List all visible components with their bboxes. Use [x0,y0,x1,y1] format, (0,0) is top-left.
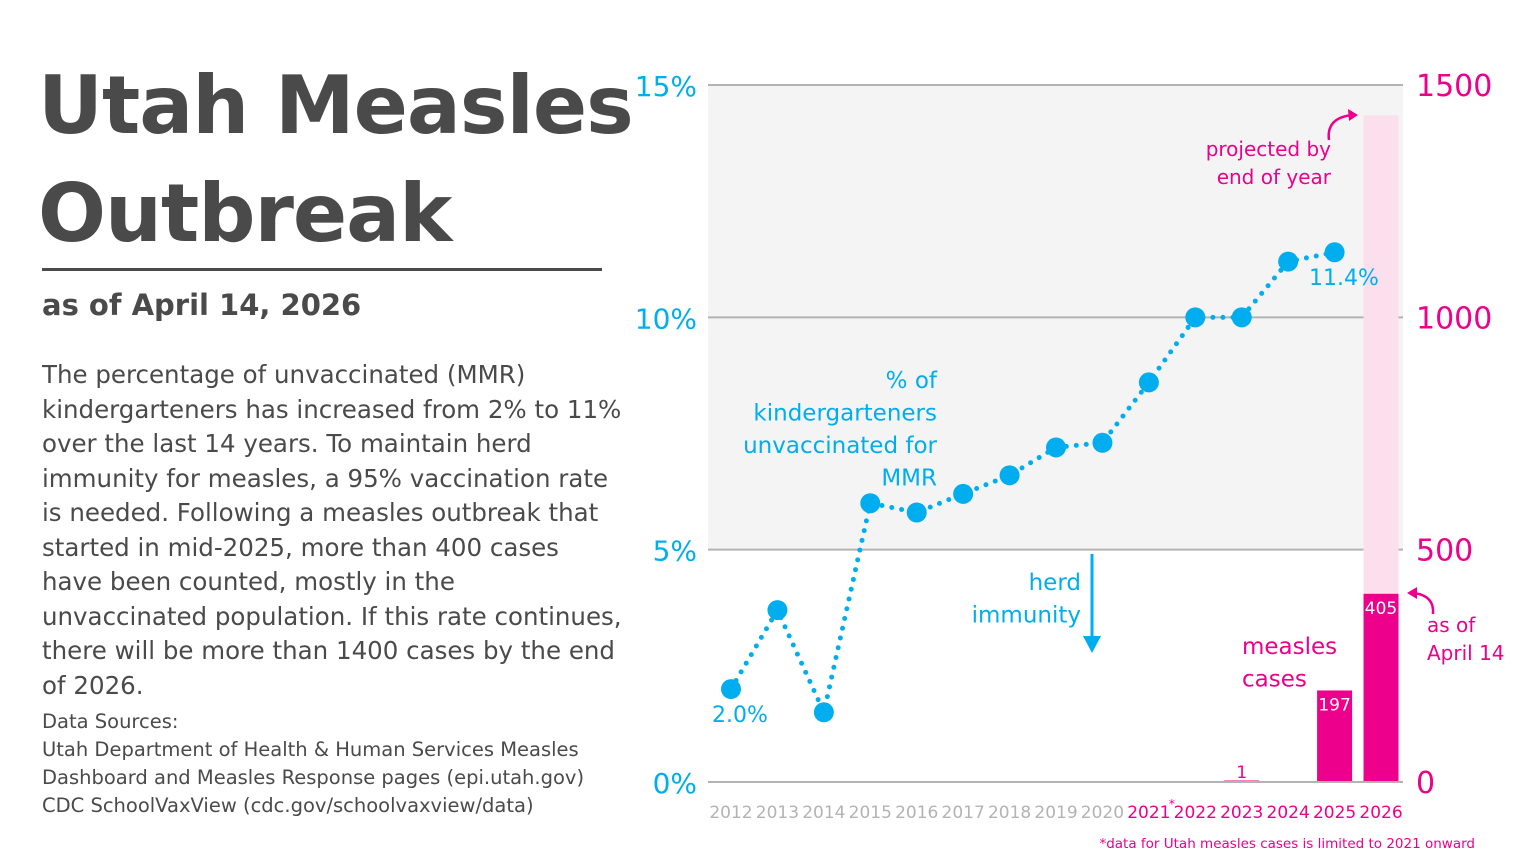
herd-immunity-label: herd [1029,570,1081,596]
x-axis-tick: 2022 [1174,803,1217,823]
vax-point [813,702,834,723]
x-axis-tick: 2012 [709,803,752,823]
title-line-1: Utah Measles [38,59,634,152]
vax-point [1278,251,1299,272]
footnote-marker: * [1169,797,1175,811]
x-axis-tick: 2018 [988,803,1031,823]
data-sources: Data Sources: Utah Department of Health … [42,708,584,820]
left-axis-tick: 15% [635,70,697,103]
x-axis-tick: 2014 [802,803,845,823]
right-axis-tick: 0 [1416,766,1435,801]
left-axis-tick: 0% [653,767,697,800]
data-label-last: 11.4% [1309,266,1379,291]
vax-point [1324,242,1345,263]
vax-series-label: % of [886,368,938,394]
right-axis-tick: 1500 [1416,69,1492,104]
vax-point [1231,307,1252,328]
right-axis-tick: 1000 [1416,301,1492,336]
bar-label: 197 [1318,695,1350,715]
data-label-first: 2.0% [712,703,768,728]
page-title: Utah Measles Outbreak [38,52,634,268]
as-of-arrow-head-icon [1407,587,1417,599]
vax-point [1092,432,1113,453]
projected-label: projected by [1206,137,1331,161]
as-of-label: April 14 [1427,641,1505,665]
vax-point [1138,372,1159,393]
source-line: Dashboard and Measles Response pages (ep… [42,766,585,789]
x-axis-tick: 2024 [1267,803,1310,823]
left-axis-tick: 10% [635,302,697,335]
x-axis-tick: 2019 [1034,803,1077,823]
vax-point [953,483,974,504]
cases-bar [1317,690,1353,782]
vax-point [721,679,741,700]
vax-series-label: kindergarteners [753,401,937,427]
title-divider [42,268,602,271]
vax-point [860,493,881,514]
sources-heading: Data Sources: [42,710,179,733]
description: The percentage of unvaccinated (MMR) kin… [42,360,622,700]
x-axis-tick: 2025 [1313,803,1356,823]
cases-label: cases [1242,667,1307,693]
vax-point [906,502,927,523]
x-axis-tick: 2016 [895,803,938,823]
vax-series-label: MMR [881,466,937,492]
vax-point [767,600,788,621]
x-axis-tick: 2013 [756,803,799,823]
as-of-arrow [1413,591,1435,615]
x-axis-tick: 2015 [849,803,892,823]
as-of-label: as of [1427,613,1476,637]
herd-arrow-head-icon [1083,636,1101,653]
left-axis-tick: 5% [653,535,697,568]
footnote: *data for Utah measles cases is limited … [1099,836,1475,852]
x-axis-tick: 2021 [1127,803,1170,823]
x-axis-tick: 2017 [942,803,985,823]
projected-arrow [1327,113,1353,141]
cases-bar [1363,593,1399,782]
vax-series-label: unvaccinated for [743,433,937,459]
right-axis-tick: 500 [1416,534,1473,569]
projected-label: end of year [1217,165,1332,189]
x-axis-tick: 2023 [1220,803,1263,823]
source-line: CDC SchoolVaxView (cdc.gov/schoolvaxview… [42,794,534,817]
x-axis-tick: 2026 [1359,803,1402,823]
date-subtitle: as of April 14, 2026 [42,288,362,322]
vax-point [1185,307,1206,328]
vax-point [1046,437,1067,458]
cases-label: measles [1242,634,1337,660]
vax-point [999,465,1020,486]
bar-label: 405 [1365,599,1397,619]
herd-immunity-label: immunity [972,603,1081,629]
x-axis-tick: 2020 [1081,803,1124,823]
title-line-2: Outbreak [38,167,452,260]
source-line: Utah Department of Health & Human Servic… [42,738,579,761]
bar-label: 1 [1236,763,1247,783]
projected-arrow-head-icon [1348,109,1358,121]
